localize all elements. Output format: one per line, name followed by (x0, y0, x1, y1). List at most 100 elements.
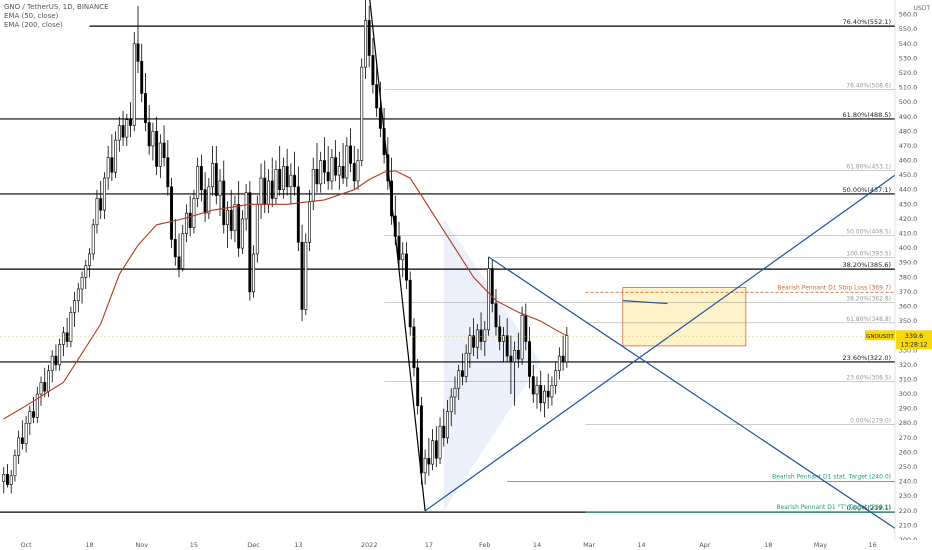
candle (319, 151, 323, 193)
candle-body (6, 474, 9, 485)
trendline[interactable] (424, 174, 896, 512)
candle-body (565, 335, 569, 363)
candle (475, 324, 479, 360)
candle (531, 364, 535, 403)
candle (125, 113, 129, 146)
candle (516, 332, 520, 368)
candle-body (326, 171, 330, 182)
candle (88, 248, 91, 278)
candle-body (304, 241, 308, 310)
candle-body (520, 314, 524, 360)
candle (2, 467, 6, 494)
time-tick-label: 2022 (361, 541, 378, 549)
candle-body (207, 186, 211, 214)
candle (457, 364, 461, 400)
trendline[interactable] (369, 0, 426, 511)
candle (39, 376, 43, 406)
candle (6, 464, 9, 488)
symbol-title[interactable]: GNO / TetherUS, 1D, BINANCE (4, 3, 109, 11)
price-tick-label: 560.0 (899, 11, 918, 19)
candle-body (464, 352, 468, 377)
candle-body (17, 437, 21, 456)
price-axis[interactable]: USDT200.0210.0220.0230.0240.0250.0260.02… (894, 0, 932, 550)
candle-body (315, 168, 319, 185)
candle (554, 361, 558, 395)
trendline[interactable] (622, 300, 668, 305)
price-badge-time: 13:28:12 (901, 341, 928, 348)
price-tick-label: 250.0 (899, 463, 918, 471)
candle-body (20, 437, 24, 444)
candle-body (50, 355, 54, 372)
time-tick-label: Dec (247, 541, 260, 549)
candle-body (211, 163, 215, 188)
candle-body (438, 425, 442, 459)
candle (505, 318, 509, 362)
candle-body (472, 335, 476, 348)
candle (494, 288, 498, 336)
candle (483, 321, 487, 357)
candle (147, 105, 151, 155)
price-tick-label: 530.0 (899, 54, 918, 62)
candle (170, 178, 173, 249)
candle (293, 151, 297, 196)
candle (121, 110, 125, 146)
candle-body (360, 66, 364, 161)
time-tick-label: 14 (637, 541, 645, 549)
price-tick-label: 240.0 (899, 478, 918, 486)
price-tick-label: 460.0 (899, 157, 918, 165)
candle-body (43, 382, 47, 392)
time-axis[interactable]: Oct 18 Nov 15 Dec 13 2022 17 Feb 14 Mar 14 Apr 18 May 1… (0, 540, 932, 550)
candle-body (237, 204, 241, 249)
candle (181, 224, 185, 272)
price-tick-label: 510.0 (899, 84, 918, 92)
candle-body (509, 355, 513, 363)
candle (427, 437, 431, 476)
candle (9, 469, 13, 494)
candle (136, 5, 140, 73)
candle-body (475, 329, 479, 348)
candle (472, 318, 476, 357)
candle-body (528, 341, 531, 377)
candle-body (293, 174, 297, 188)
candle-body (24, 422, 28, 444)
candle-body (341, 166, 345, 179)
candle (345, 137, 349, 187)
candle (177, 233, 181, 278)
candle (50, 350, 54, 383)
candle-body (140, 60, 144, 94)
price-tick-label: 550.0 (899, 25, 918, 33)
trendlines[interactable] (369, 0, 896, 529)
candle-body (259, 177, 263, 205)
price-tick-label: 450.0 (899, 171, 918, 179)
candle (460, 353, 464, 386)
candle (367, 5, 371, 68)
candle-body (9, 475, 13, 485)
price-tick-label: 230.0 (899, 492, 918, 500)
candle-body (364, 20, 367, 68)
price-tick-label: 220.0 (899, 507, 918, 515)
time-tick-label: 18 (764, 541, 772, 549)
trendline[interactable] (488, 256, 896, 529)
price-tick-label: 490.0 (899, 113, 918, 121)
annotation-label: Bearish Pennant D1 stat. Target (240.0) (772, 474, 891, 481)
candle-body (554, 370, 558, 386)
candle (162, 125, 166, 167)
price-tick-label: 290.0 (899, 405, 918, 413)
candle-body (229, 209, 233, 231)
price-tick-label: 370.0 (899, 288, 918, 296)
candle (237, 180, 241, 257)
price-tick-label: 420.0 (899, 215, 918, 223)
ema200-legend[interactable]: EMA (200, close) (4, 21, 63, 29)
candle (371, 37, 375, 94)
annotation-label: Bearish Pennant D1 Stop Loss (369.7) (777, 284, 891, 291)
candle (446, 399, 449, 444)
candle (464, 344, 468, 383)
ema50-legend[interactable]: EMA (50, close) (4, 12, 59, 20)
candle-body (255, 204, 259, 255)
candle-body (91, 224, 95, 255)
candle-body (352, 163, 356, 182)
candle-body (483, 329, 487, 342)
candle (334, 140, 338, 181)
candle-body (285, 166, 289, 188)
